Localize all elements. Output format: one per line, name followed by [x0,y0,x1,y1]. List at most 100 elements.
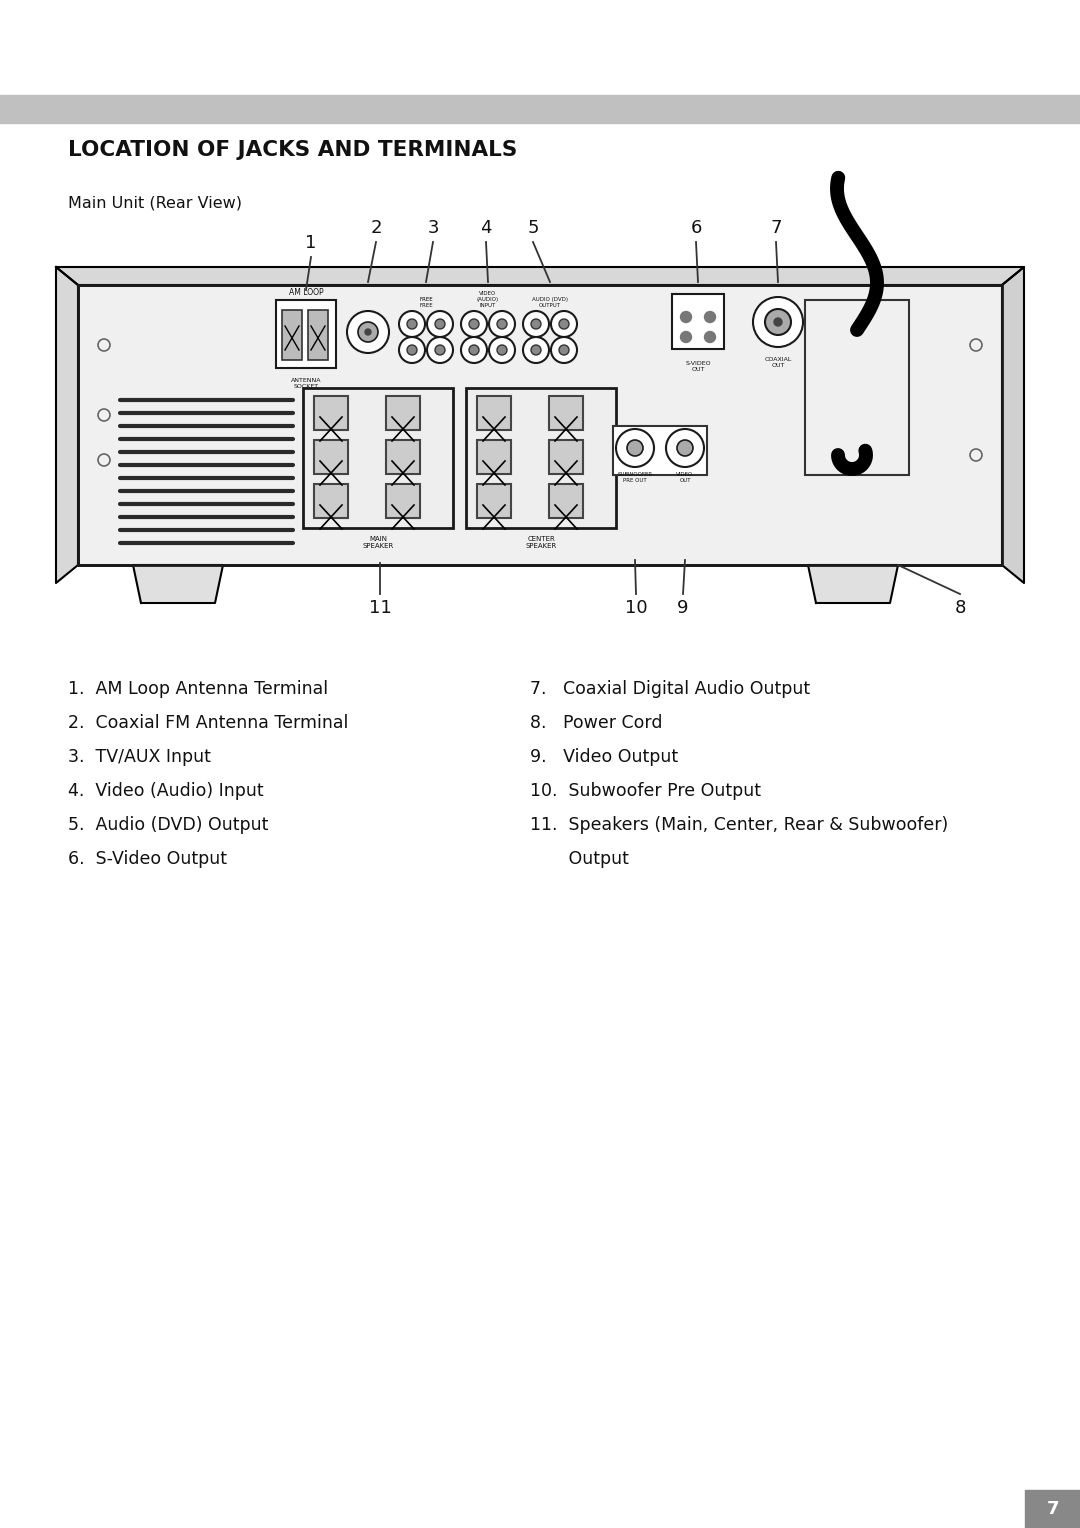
Bar [477,396,511,429]
Text: 1.  AM Loop Antenna Terminal: 1. AM Loop Antenna Terminal [68,680,328,698]
Polygon shape [1002,267,1024,584]
Bar [78,286,1002,565]
Text: Main Unit (Rear View): Main Unit (Rear View) [68,196,242,209]
Bar [282,310,302,361]
Text: 5.  Audio (DVD) Output: 5. Audio (DVD) Output [68,816,268,834]
Text: AUDIO (DVD)
OUTPUT: AUDIO (DVD) OUTPUT [532,298,568,309]
Text: AM LOOP: AM LOOP [288,287,323,296]
Bar [465,388,616,529]
Text: 4: 4 [481,219,491,237]
Bar [672,293,724,348]
Circle shape [559,345,569,354]
Circle shape [461,312,487,338]
Circle shape [399,312,426,338]
Bar [386,396,420,429]
Text: 8.   Power Cord: 8. Power Cord [530,714,662,732]
Text: LOCATION OF JACKS AND TERMINALS: LOCATION OF JACKS AND TERMINALS [68,141,517,160]
Polygon shape [56,267,1024,286]
Text: 10.  Subwoofer Pre Output: 10. Subwoofer Pre Output [530,782,761,801]
Circle shape [407,319,417,329]
Circle shape [489,338,515,364]
Circle shape [497,319,507,329]
Bar [549,484,583,518]
Bar [303,388,453,529]
Text: 2.  Coaxial FM Antenna Terminal: 2. Coaxial FM Antenna Terminal [68,714,349,732]
Text: FREE: FREE [419,303,433,309]
Circle shape [489,312,515,338]
Circle shape [427,312,453,338]
Bar [0,95,1080,122]
Text: CENTER
SPEAKER: CENTER SPEAKER [525,536,556,549]
Bar [276,299,336,368]
Text: 9: 9 [677,599,689,617]
Bar [386,484,420,518]
Text: VIDEO
(AUDIO)
INPUT: VIDEO (AUDIO) INPUT [477,292,499,309]
Circle shape [347,312,389,353]
Circle shape [704,332,715,342]
Bar [386,440,420,474]
Bar [805,299,909,475]
Text: 3: 3 [428,219,438,237]
Circle shape [765,309,791,335]
Circle shape [435,319,445,329]
Text: 9.   Video Output: 9. Video Output [530,749,678,766]
Text: S-VIDEO
OUT: S-VIDEO OUT [685,361,711,371]
Text: 11.  Speakers (Main, Center, Rear & Subwoofer): 11. Speakers (Main, Center, Rear & Subwo… [530,816,948,834]
Text: COAXIAL
OUT: COAXIAL OUT [765,358,792,368]
Text: FREE: FREE [419,298,433,309]
Circle shape [680,312,691,322]
Text: 7: 7 [1047,1500,1058,1517]
Circle shape [666,429,704,468]
Circle shape [523,338,549,364]
Bar [477,440,511,474]
Bar [314,440,348,474]
Circle shape [627,440,643,455]
Circle shape [616,429,654,468]
Circle shape [399,338,426,364]
Text: 4.  Video (Audio) Input: 4. Video (Audio) Input [68,782,264,801]
Circle shape [531,345,541,354]
Text: 10: 10 [624,599,647,617]
Text: 11: 11 [368,599,391,617]
Circle shape [551,338,577,364]
Bar [314,484,348,518]
Polygon shape [808,565,897,604]
Polygon shape [56,267,78,584]
Text: 6: 6 [690,219,702,237]
Text: 8: 8 [955,599,966,617]
Circle shape [559,319,569,329]
Text: VIDEO
OUT: VIDEO OUT [676,472,693,483]
Text: 5: 5 [527,219,539,237]
Circle shape [677,440,693,455]
Circle shape [523,312,549,338]
Circle shape [469,319,480,329]
Text: 6.  S-Video Output: 6. S-Video Output [68,850,227,868]
Circle shape [435,345,445,354]
Circle shape [774,318,782,325]
Circle shape [407,345,417,354]
Bar [613,426,707,475]
Text: 7: 7 [770,219,782,237]
Bar [78,286,1002,565]
Text: MAIN
SPEAKER: MAIN SPEAKER [363,536,393,549]
Circle shape [531,319,541,329]
Bar [314,396,348,429]
Circle shape [427,338,453,364]
Circle shape [461,338,487,364]
Circle shape [753,296,804,347]
Text: 3.  TV/AUX Input: 3. TV/AUX Input [68,749,211,766]
Text: ANTENNA
SOCKET: ANTENNA SOCKET [291,377,321,388]
Circle shape [704,312,715,322]
Text: Output: Output [530,850,629,868]
Circle shape [497,345,507,354]
Bar [308,310,328,361]
Bar [549,440,583,474]
Circle shape [365,329,372,335]
Text: 7.   Coaxial Digital Audio Output: 7. Coaxial Digital Audio Output [530,680,810,698]
Circle shape [680,332,691,342]
Circle shape [469,345,480,354]
Text: SUBWOOFER
PRE OUT: SUBWOOFER PRE OUT [618,472,652,483]
Polygon shape [133,565,222,604]
Bar [549,396,583,429]
Bar [1025,1490,1080,1528]
